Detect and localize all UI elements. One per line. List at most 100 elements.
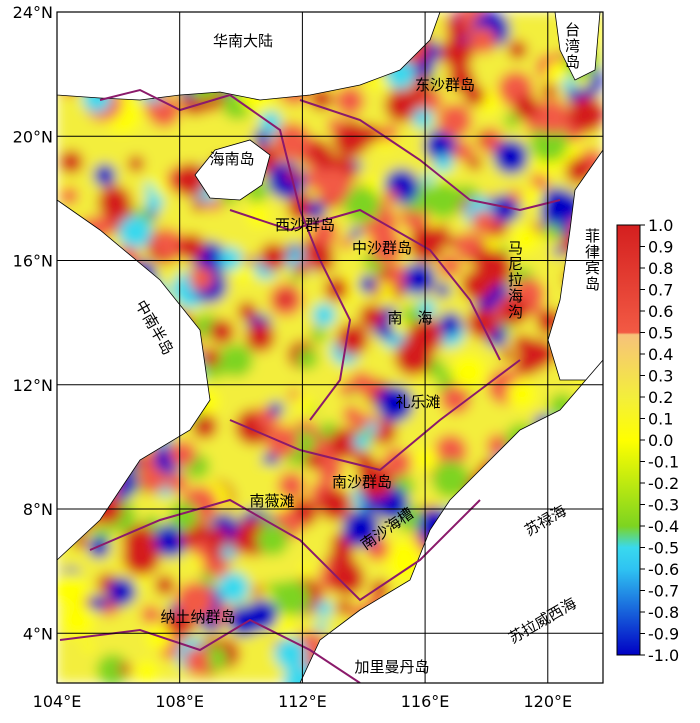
field-blob	[359, 303, 385, 329]
colorbar-tick-label: -0.3	[648, 496, 679, 515]
field-blob	[453, 140, 474, 162]
field-blob	[435, 282, 451, 298]
field-blob	[209, 319, 235, 345]
field-blob	[288, 389, 299, 400]
place-label: 中沙群岛	[352, 239, 412, 257]
field-blob	[311, 219, 338, 246]
field-blob	[463, 84, 486, 107]
colorbar-tick-label: -0.9	[648, 625, 679, 644]
y-tick-label: 4°N	[23, 624, 53, 643]
field-blob	[252, 584, 265, 597]
field-blob	[212, 526, 227, 541]
field-blob	[177, 233, 205, 261]
field-blob	[246, 203, 271, 228]
field-blob	[467, 156, 482, 171]
field-blob	[412, 108, 434, 129]
field-blob	[316, 167, 352, 203]
field-blob	[118, 662, 132, 676]
field-blob	[200, 347, 221, 368]
field-blob	[342, 405, 361, 424]
field-blob	[293, 261, 309, 277]
field-blob	[431, 460, 470, 499]
colorbar-scale	[616, 224, 641, 656]
field-blob	[145, 192, 164, 211]
field-blob	[189, 266, 214, 291]
place-label: 菲律宾岛	[583, 228, 601, 292]
field-blob	[513, 94, 540, 121]
field-blob	[176, 581, 215, 620]
field-blob	[200, 572, 215, 586]
field-blob	[408, 225, 445, 262]
field-blob	[311, 327, 327, 343]
field-blob	[544, 223, 561, 240]
field-blob	[144, 182, 156, 194]
field-blob	[118, 215, 152, 250]
x-tick-label: 104°E	[33, 692, 82, 711]
field-blob	[567, 96, 603, 134]
field-blob	[507, 379, 537, 409]
colorbar-tick-label: 0.3	[648, 367, 673, 386]
place-label: 马尼拉海沟	[506, 240, 524, 320]
field-blob	[191, 557, 204, 570]
field-blob	[414, 447, 439, 472]
field-blob	[440, 384, 471, 414]
field-blob	[336, 599, 352, 616]
field-blob	[336, 323, 369, 356]
field-blob	[349, 226, 363, 240]
field-blob	[402, 305, 422, 326]
field-blob	[217, 572, 250, 604]
field-blob	[296, 348, 319, 370]
field-blob	[376, 385, 414, 423]
colorbar-tick-label: -0.6	[648, 560, 679, 579]
field-blob	[297, 396, 314, 413]
field-blob	[273, 122, 312, 161]
field-blob	[403, 262, 436, 295]
colorbar-tick-label: 0.8	[648, 259, 673, 278]
field-blob	[237, 301, 257, 321]
field-blob	[167, 472, 188, 494]
field-blob	[342, 509, 380, 548]
field-blob	[287, 242, 299, 254]
field-blob	[328, 427, 361, 460]
y-tick-label: 12°N	[13, 376, 53, 395]
field-blob	[440, 36, 474, 70]
x-tick-label: 112°E	[278, 692, 327, 711]
field-blob	[461, 269, 493, 301]
place-label: 海南岛	[209, 150, 254, 168]
field-blob	[146, 625, 172, 651]
field-blob	[234, 262, 255, 283]
field-blob	[546, 60, 569, 84]
colorbar-tick-label: 0.0	[648, 431, 673, 450]
field-blob	[169, 440, 197, 468]
field-blob	[277, 472, 305, 500]
field-blob	[245, 322, 275, 353]
field-blob	[500, 296, 530, 326]
field-blob	[469, 27, 497, 54]
place-label: 华南大陆	[213, 32, 273, 50]
colorbar-tick-label: -0.7	[648, 582, 679, 601]
field-blob	[512, 225, 540, 253]
field-blob	[365, 421, 379, 435]
x-tick-label: 116°E	[401, 692, 450, 711]
field-blob	[262, 452, 279, 469]
map-frame	[56, 11, 604, 684]
x-tick-label: 120°E	[523, 692, 572, 711]
field-blob	[122, 538, 161, 577]
y-tick-label: 16°N	[13, 252, 53, 271]
field-blob	[268, 401, 284, 417]
field-blob	[57, 572, 89, 608]
colorbar-tick-label: 0.6	[648, 302, 673, 321]
field-blob	[372, 286, 383, 298]
field-blob	[88, 536, 111, 559]
field-blob	[541, 83, 558, 99]
colorbar-tick-label: 0.5	[648, 324, 673, 343]
colorbar-tick-label: -1.0	[648, 646, 679, 665]
field-blob	[553, 245, 565, 257]
field-blob	[273, 579, 310, 616]
field-blob	[306, 201, 326, 220]
field-blob	[191, 198, 205, 213]
field-blob	[219, 343, 253, 377]
field-blob	[116, 512, 137, 532]
field-blob	[135, 660, 159, 683]
field-blob	[108, 577, 137, 606]
